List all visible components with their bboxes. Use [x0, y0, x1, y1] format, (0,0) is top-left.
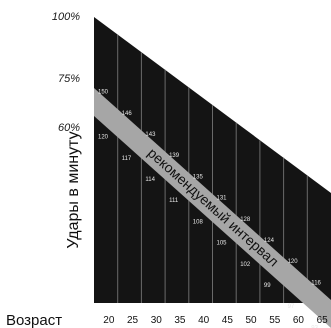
lower-value-label: 99 [264, 283, 271, 289]
upper-value-label: 139 [169, 153, 180, 159]
value-labels: 150 120 146 117 143 114 139 111 135 108 131 105 128 1… [98, 90, 322, 328]
upper-value-label: 146 [122, 111, 133, 117]
x-tick-label: 20 [103, 315, 115, 326]
upper-value-label: 128 [240, 217, 251, 223]
y-axis-label: Удары в минуту [65, 131, 82, 248]
upper-value-label: 135 [193, 174, 204, 180]
upper-value-label: 143 [145, 132, 156, 138]
y-tick-label: 100% [52, 11, 80, 23]
upper-value-label: 150 [98, 90, 109, 96]
lower-value-label: 105 [217, 241, 228, 247]
upper-value-label: 116 [311, 280, 321, 286]
lower-value-label: 97 [288, 304, 295, 310]
x-tick-label: 50 [245, 315, 257, 326]
upper-value-label: 120 [288, 259, 299, 265]
lower-value-label: 114 [145, 177, 155, 183]
x-tick-label: 65 [317, 315, 329, 326]
y-tick-label: 60% [58, 122, 80, 134]
x-tick-label: 60 [293, 315, 305, 326]
upper-value-label: 131 [217, 196, 228, 202]
x-axis-label: Возраст [6, 312, 62, 328]
x-tick-label: 55 [269, 315, 281, 326]
x-axis-ticks: 20 25 30 35 40 45 50 55 60 65 [103, 315, 328, 326]
lower-value-label: 108 [193, 219, 204, 225]
upper-value-label: 124 [264, 238, 275, 244]
x-tick-label: 35 [174, 315, 186, 326]
x-tick-label: 25 [127, 315, 139, 326]
lower-value-label: 120 [98, 135, 109, 141]
y-axis-ticks: 100% 75% 60% [52, 11, 80, 134]
lower-value-label: 93 [311, 325, 318, 328]
lower-value-label: 117 [122, 156, 132, 162]
x-tick-label: 30 [151, 315, 163, 326]
lower-value-label: 111 [169, 198, 179, 204]
x-tick-label: 45 [222, 315, 234, 326]
recommended-band-shape [94, 88, 331, 328]
y-tick-label: 75% [58, 73, 80, 85]
lower-value-label: 102 [240, 262, 251, 268]
x-tick-label: 40 [198, 315, 210, 326]
